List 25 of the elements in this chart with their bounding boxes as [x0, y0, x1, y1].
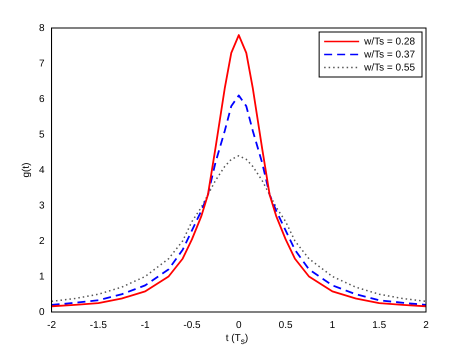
y-axis-title: g(t) — [20, 162, 32, 178]
y-tick-label: 2 — [39, 236, 45, 247]
x-tick-label: -2 — [47, 320, 56, 331]
x-tick-label: -1 — [140, 320, 150, 331]
y-tick-label: 7 — [39, 58, 45, 70]
y-tick-label: 4 — [39, 164, 45, 176]
y-tick-label: 6 — [39, 94, 45, 105]
x-axis-title: t (T$_{s}$) — [224, 333, 250, 346]
x-tick-label: 0.5 — [278, 320, 293, 331]
x-tick-label: 1 — [330, 320, 336, 331]
y-tick-label: 1 — [39, 271, 45, 282]
y-tick-label: 0 — [39, 306, 45, 318]
legend-label: w/Ts = 0.55 — [363, 62, 416, 74]
x-tick-label: -1.5 — [90, 320, 108, 331]
line-series — [52, 94, 426, 306]
line-series — [52, 155, 426, 302]
x-tick-label: 2 — [423, 320, 430, 331]
y-tick-label: 5 — [39, 129, 45, 140]
x-tick-label: -0.5 — [183, 320, 202, 331]
y-tick-label: 8 — [39, 22, 45, 34]
y-tick-label: 3 — [39, 200, 45, 212]
legend-label: w/Ts = 0.37 — [363, 49, 416, 60]
legend-label: w/Ts = 0.28 — [363, 36, 416, 48]
x-tick-label: 0 — [236, 320, 242, 331]
x-tick-label: 1.5 — [372, 320, 387, 331]
